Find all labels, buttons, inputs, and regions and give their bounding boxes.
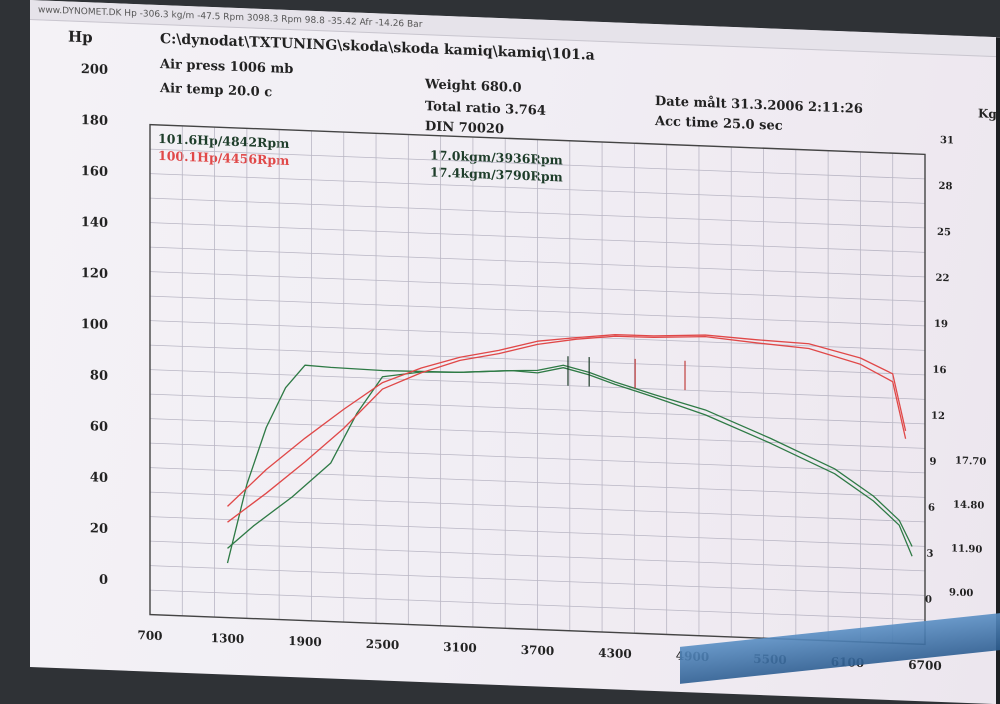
series-line-red-torque-3 bbox=[227, 335, 907, 523]
grid-line-horizontal bbox=[150, 173, 925, 204]
y-tick-label: 180 bbox=[80, 112, 108, 129]
grid-line-horizontal bbox=[150, 295, 925, 327]
y-tick-label: 20 bbox=[89, 521, 108, 537]
y2-tick-label: 12 bbox=[931, 410, 945, 423]
y2-extra-tick-label: 9.00 bbox=[949, 587, 974, 600]
grid-line-horizontal bbox=[150, 565, 925, 596]
grid-line-horizontal bbox=[150, 540, 925, 572]
x-tick-label: 1300 bbox=[210, 630, 245, 647]
y2-tick-label: 25 bbox=[937, 226, 951, 239]
y2-tick-label: 16 bbox=[932, 364, 947, 377]
grid-line-horizontal bbox=[150, 442, 925, 474]
y2-tick-label: 28 bbox=[938, 180, 953, 193]
grid-line-horizontal bbox=[150, 467, 925, 498]
grid-line-horizontal bbox=[150, 516, 925, 547]
y2-tick-label: 9 bbox=[929, 456, 937, 468]
y-tick-label: 200 bbox=[80, 61, 108, 78]
y-tick-label: 0 bbox=[98, 572, 108, 588]
x-tick-label: 700 bbox=[137, 628, 163, 644]
dyno-chart bbox=[149, 123, 926, 646]
y-tick-label: 40 bbox=[89, 470, 108, 486]
y2-tick-label: 0 bbox=[925, 594, 932, 606]
y-tick-label: 80 bbox=[89, 368, 108, 384]
y2-tick-label: 19 bbox=[934, 318, 948, 331]
series-line-red-torque-2 bbox=[227, 334, 907, 507]
grid-line-horizontal bbox=[150, 246, 925, 278]
y-tick-label: 160 bbox=[80, 163, 108, 180]
series-line-green-power-1 bbox=[227, 364, 913, 549]
plot-frame bbox=[149, 123, 926, 646]
x-tick-label: 4300 bbox=[598, 645, 632, 662]
x-tick-label: 6700 bbox=[908, 657, 942, 674]
y-tick-label: 140 bbox=[80, 214, 108, 231]
y-tick-label: 120 bbox=[80, 265, 108, 282]
y-tick-label: 60 bbox=[89, 419, 108, 435]
dyno-screen: www.DYNOMET.DK Hp -306.3 kg/m -47.5 Rpm … bbox=[30, 0, 1000, 704]
grid-line-horizontal bbox=[150, 393, 925, 425]
grid-line-horizontal bbox=[150, 197, 925, 229]
series-line-green-power-0 bbox=[226, 364, 913, 564]
grid-line-horizontal bbox=[150, 418, 925, 449]
x-tick-label: 3100 bbox=[443, 639, 477, 656]
grid-line-horizontal bbox=[150, 344, 925, 376]
y-tick-label: 100 bbox=[80, 316, 108, 333]
grid-line-horizontal bbox=[150, 589, 925, 621]
grid-line-horizontal bbox=[150, 222, 925, 253]
y2-tick-label: 6 bbox=[928, 502, 935, 514]
x-tick-label: 2500 bbox=[365, 636, 400, 653]
y2-extra-tick-label: 11.90 bbox=[951, 543, 983, 556]
y2-tick-label: 22 bbox=[935, 272, 950, 285]
grid-line-horizontal bbox=[150, 369, 925, 400]
monitor-bezel bbox=[996, 37, 1000, 704]
x-tick-label: 3700 bbox=[520, 642, 555, 659]
y2-extra-tick-label: 17.70 bbox=[955, 455, 987, 468]
x-tick-label: 1900 bbox=[288, 633, 322, 650]
y2-tick-label: 3 bbox=[926, 548, 934, 560]
y2-extra-tick-label: 14.80 bbox=[953, 499, 985, 512]
y2-tick-label: 31 bbox=[940, 134, 954, 147]
grid-line-horizontal bbox=[150, 491, 925, 523]
grid-line-horizontal bbox=[150, 271, 925, 302]
grid-line-horizontal bbox=[150, 148, 925, 180]
grid-line-horizontal bbox=[150, 320, 925, 351]
